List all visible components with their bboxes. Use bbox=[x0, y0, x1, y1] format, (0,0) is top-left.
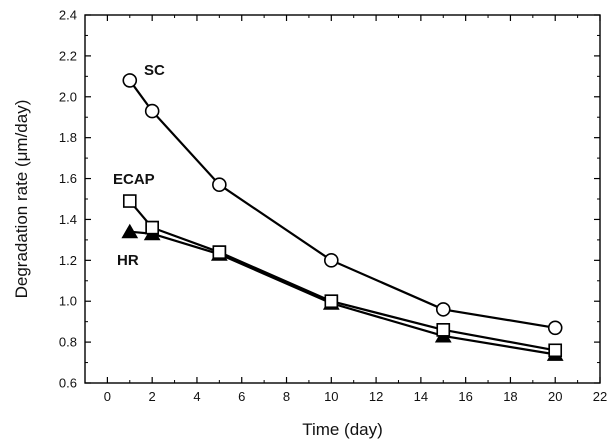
data-point-sc bbox=[547, 320, 563, 336]
x-tick-label: 8 bbox=[283, 389, 290, 404]
x-tick-label: 0 bbox=[104, 389, 111, 404]
series-label-ecap: ECAP bbox=[113, 171, 155, 188]
x-tick-label: 4 bbox=[193, 389, 200, 404]
data-point-ecap bbox=[122, 194, 137, 208]
data-point-ecap-overlay bbox=[436, 323, 451, 337]
y-tick-label: 1.4 bbox=[59, 212, 77, 227]
x-tick-label: 16 bbox=[458, 389, 472, 404]
data-point-sc bbox=[144, 103, 160, 119]
y-tick-label: 2.4 bbox=[59, 8, 77, 23]
x-tick-label: 20 bbox=[548, 389, 562, 404]
series-labels: SC ECAP HR bbox=[113, 62, 165, 269]
y-tick-label: 1.0 bbox=[59, 294, 77, 309]
x-tick-label: 2 bbox=[149, 389, 156, 404]
data-point-sc bbox=[212, 177, 227, 192]
series-line-hr bbox=[129, 230, 556, 356]
x-tick-label: 22 bbox=[593, 389, 607, 404]
data-point-sc bbox=[122, 73, 138, 88]
y-axis-title: Degradation rate (μm/day) bbox=[12, 100, 31, 299]
y-tick-label: 2.2 bbox=[59, 48, 77, 63]
x-tick-label: 10 bbox=[324, 389, 338, 404]
data-point-sc bbox=[324, 253, 339, 268]
y-tick-label: 2.0 bbox=[59, 89, 77, 104]
data-point-ecap-overlay bbox=[324, 294, 339, 309]
x-tick-label: 12 bbox=[369, 389, 383, 404]
x-axis-title: Time (day) bbox=[302, 420, 383, 439]
x-tick-label: 6 bbox=[238, 389, 245, 404]
y-tick-label: 0.6 bbox=[59, 376, 77, 391]
series-line-ecap bbox=[128, 200, 556, 352]
series-group bbox=[121, 73, 564, 361]
series-line-sc bbox=[128, 79, 556, 329]
series-label-hr: HR bbox=[117, 252, 139, 269]
y-tick-label: 0.8 bbox=[59, 335, 77, 350]
data-point-ecap-overlay bbox=[548, 343, 563, 358]
axes: 0 2 4 6 8 10 12 14 16 18 20 22 0.6 0.8 1.0 1.2 1.4 1.6 1.8… bbox=[12, 8, 607, 440]
data-point-ecap-overlay bbox=[145, 220, 159, 235]
data-point-hr bbox=[121, 223, 139, 239]
y-tick-label: 1.2 bbox=[59, 253, 77, 268]
x-tick-label: 14 bbox=[414, 389, 428, 404]
series-label-sc: SC bbox=[144, 62, 165, 79]
data-point-ecap-overlay bbox=[212, 245, 227, 259]
x-tick-label: 18 bbox=[503, 389, 517, 404]
data-point-sc bbox=[435, 302, 451, 317]
y-tick-label: 1.8 bbox=[59, 130, 77, 145]
y-tick-label: 1.6 bbox=[59, 171, 77, 186]
